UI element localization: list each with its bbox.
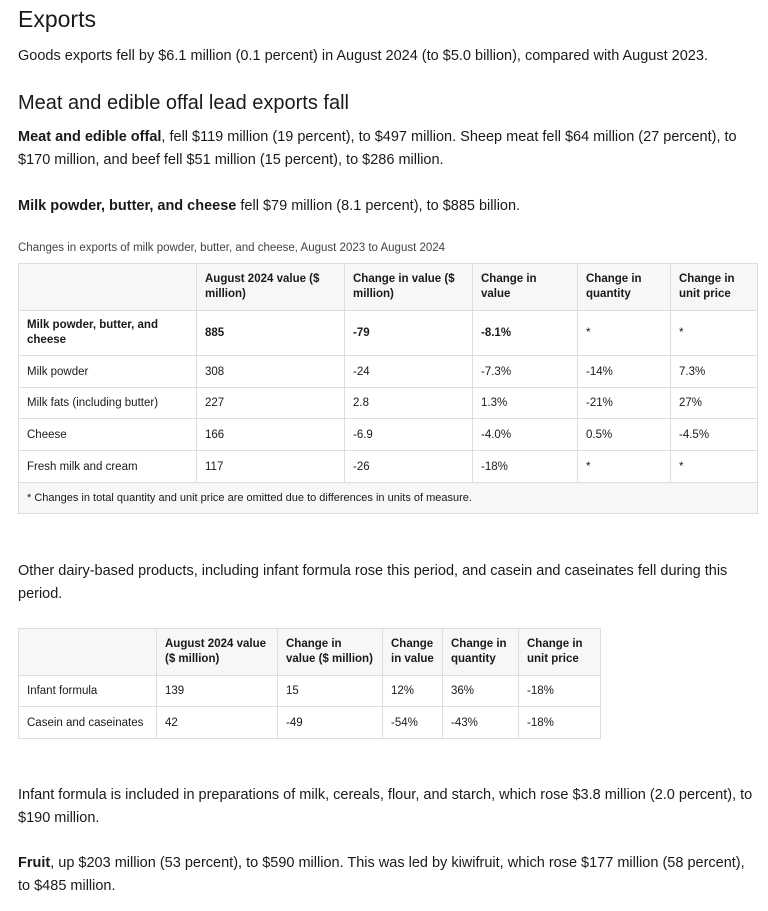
fruit-paragraph: Fruit, up $203 million (53 percent), to …	[18, 852, 758, 898]
table-row: Cheese 166 -6.9 -4.0% 0.5% -4.5%	[18, 418, 758, 451]
table-cell: *	[577, 310, 671, 356]
column-header: August 2024 value ($ million)	[156, 628, 278, 676]
other-dairy-paragraph: Other dairy-based products, including in…	[18, 563, 728, 602]
table-cell: 1.3%	[472, 387, 578, 419]
table1-caption: Changes in exports of milk powder, butte…	[18, 242, 446, 254]
meat-text: , fell $119 million (19 percent), to $49…	[18, 129, 737, 168]
column-header: Change in unit price	[518, 628, 601, 676]
table-cell: Casein and caseinates	[18, 706, 157, 739]
other-dairy-table: August 2024 value ($ million) Change in v…	[18, 628, 601, 739]
table-header-row: August 2024 value ($ million) Change in v…	[18, 263, 758, 311]
section-heading: Meat and edible offal lead exports fall	[18, 92, 349, 114]
infant-formula-paragraph: Infant formula is included in preparatio…	[18, 787, 753, 826]
table-row: Fresh milk and cream 117 -26 -18% * *	[18, 450, 758, 483]
table-cell: 885	[196, 310, 345, 356]
table-cell: 139	[156, 675, 278, 707]
column-header: Change in quantity	[442, 628, 519, 676]
table-cell: -18%	[472, 450, 578, 483]
table-cell: 2.8	[344, 387, 473, 419]
column-header	[18, 628, 157, 676]
column-header: Change in quantity	[577, 263, 671, 311]
column-header: August 2024 value ($ million)	[196, 263, 345, 311]
table-cell: -24	[344, 355, 473, 388]
table-cell: 227	[196, 387, 345, 419]
table-cell: *	[670, 310, 758, 356]
table-cell: Fresh milk and cream	[18, 450, 197, 483]
table-cell: 15	[277, 675, 383, 707]
table-cell: -49	[277, 706, 383, 739]
column-header: Change in value	[472, 263, 578, 311]
table-cell: 117	[196, 450, 345, 483]
meat-bold: Meat and edible offal	[18, 129, 162, 145]
table-cell: *	[670, 450, 758, 483]
table-row: Casein and caseinates 42 -49 -54% -43% -18%	[18, 706, 601, 739]
table-cell: *	[577, 450, 671, 483]
table-cell: 166	[196, 418, 345, 451]
column-header: Change in value	[382, 628, 443, 676]
table-row: Infant formula 139 15 12% 36% -18%	[18, 675, 601, 707]
table-cell: -79	[344, 310, 473, 356]
table-cell: 0.5%	[577, 418, 671, 451]
milk-bold: Milk powder, butter, and cheese	[18, 198, 237, 214]
column-header: Change in unit price	[670, 263, 758, 311]
table-header-row: August 2024 value ($ million) Change in v…	[18, 628, 601, 676]
fruit-bold: Fruit	[18, 855, 51, 871]
intro-paragraph: Goods exports fell by $6.1 million (0.1 …	[18, 48, 708, 64]
table-cell: 7.3%	[670, 355, 758, 388]
dairy-exports-table: August 2024 value ($ million) Change in v…	[18, 263, 758, 514]
table-cell: 308	[196, 355, 345, 388]
column-header: Change in value ($ million)	[277, 628, 383, 676]
table-cell: 27%	[670, 387, 758, 419]
table-cell: -8.1%	[472, 310, 578, 356]
meat-paragraph: Meat and edible offal, fell $119 million…	[18, 126, 758, 172]
milk-paragraph: Milk powder, butter, and cheese fell $79…	[18, 195, 758, 218]
table-cell: -21%	[577, 387, 671, 419]
column-header: Change in value ($ million)	[344, 263, 473, 311]
table-cell: -18%	[518, 675, 601, 707]
table-cell: 12%	[382, 675, 443, 707]
table-cell: -26	[344, 450, 473, 483]
table-row: Milk fats (including butter) 227 2.8 1.3% -2…	[18, 387, 758, 419]
table-cell: -7.3%	[472, 355, 578, 388]
page-title: Exports	[18, 6, 96, 32]
table-cell: 36%	[442, 675, 519, 707]
table-cell: Milk powder, butter, and cheese	[18, 310, 197, 356]
table-row: Milk powder 308 -24 -7.3% -14% 7.3%	[18, 355, 758, 388]
fruit-text: , up $203 million (53 percent), to $590 …	[18, 855, 745, 894]
table-cell: -18%	[518, 706, 601, 739]
column-header	[18, 263, 197, 311]
table-cell: -54%	[382, 706, 443, 739]
table-footnote: * Changes in total quantity and unit pri…	[18, 482, 758, 514]
milk-text: fell $79 million (8.1 percent), to $885 …	[236, 198, 521, 214]
table-row: Milk powder, butter, and cheese 885 -79 -8.…	[18, 310, 758, 356]
table-cell: Cheese	[18, 418, 197, 451]
table-cell: Milk fats (including butter)	[18, 387, 197, 419]
table-cell: Infant formula	[18, 675, 157, 707]
table-cell: 42	[156, 706, 278, 739]
table-cell: Milk powder	[18, 355, 197, 388]
table-cell: -4.5%	[670, 418, 758, 451]
table-cell: -4.0%	[472, 418, 578, 451]
table-cell: -6.9	[344, 418, 473, 451]
table-cell: -43%	[442, 706, 519, 739]
table-cell: -14%	[577, 355, 671, 388]
